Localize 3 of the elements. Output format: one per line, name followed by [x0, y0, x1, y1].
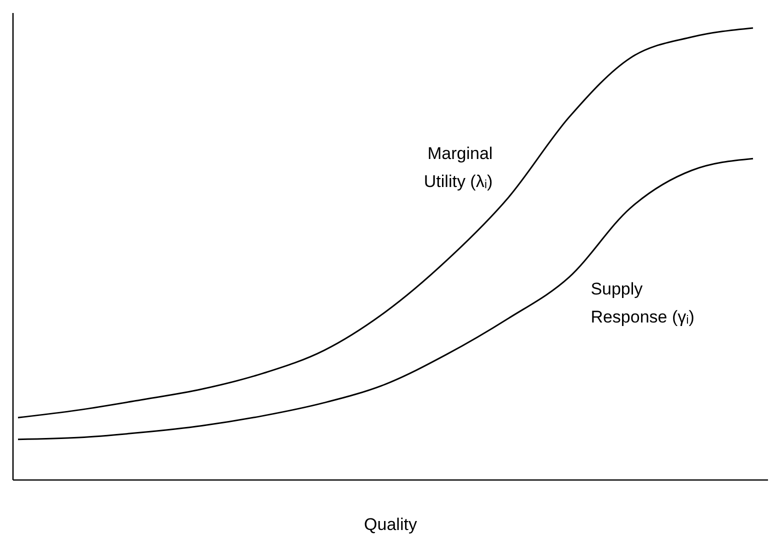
series-label: Supply Response (γᵢ) [590, 280, 694, 327]
series-label: Marginal Utility (λᵢ) [424, 144, 493, 192]
x-axis-title: Quality [364, 515, 418, 534]
